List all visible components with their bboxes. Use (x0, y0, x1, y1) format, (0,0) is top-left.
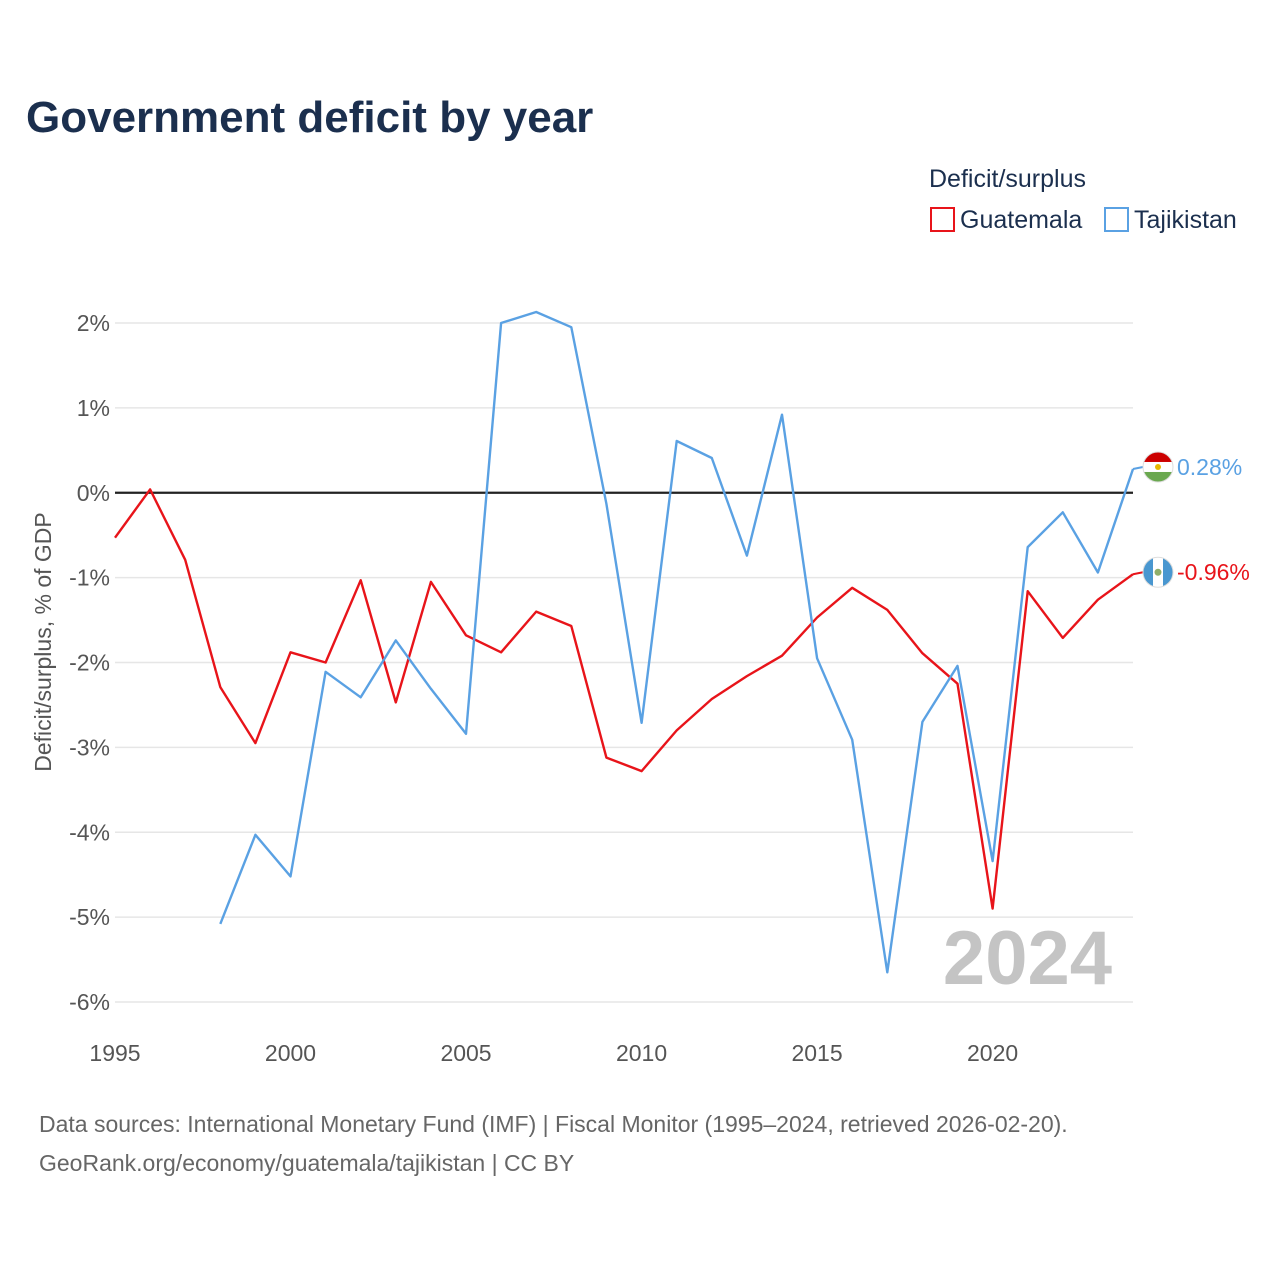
tajikistan-flag (1142, 451, 1174, 483)
y-tick-label: -1% (69, 565, 110, 591)
x-tick-label: 2005 (440, 1040, 491, 1066)
y-tick-label: 1% (77, 395, 110, 421)
y-tick-label: -6% (69, 989, 110, 1015)
guatemala-flag (1142, 556, 1174, 588)
x-tick-label: 2020 (967, 1040, 1018, 1066)
x-axis-ticks: 1995 2000 2005 2010 2015 2020 (89, 1040, 1018, 1066)
end-label-connector (1132, 571, 1144, 576)
legend-title: Deficit/surplus (929, 165, 1086, 193)
source-line-1: Data sources: International Monetary Fun… (39, 1111, 1068, 1137)
y-tick-label: -4% (69, 819, 110, 845)
end-label-guatemala: -0.96% (1132, 556, 1250, 588)
legend-label-guatemala: Guatemala (960, 206, 1082, 234)
y-tick-label: -5% (69, 904, 110, 930)
y-tick-label: -3% (69, 734, 110, 760)
chart-title: Government deficit by year (26, 93, 593, 142)
legend-item-tajikistan[interactable]: Tajikistan (1104, 206, 1237, 234)
end-label-tajikistan: 0.28% (1132, 451, 1242, 483)
legend: Deficit/surplus Guatemala Tajikistan (929, 165, 1237, 234)
series-line-guatemala[interactable] (114, 488, 1134, 910)
x-tick-label: 2010 (616, 1040, 667, 1066)
legend-item-guatemala[interactable]: Guatemala (930, 206, 1082, 234)
y-tick-label: 2% (77, 310, 110, 336)
y-tick-label: -2% (69, 650, 110, 676)
x-tick-label: 2000 (265, 1040, 316, 1066)
series-lines (114, 310, 1135, 974)
end-value-guatemala: -0.96% (1177, 559, 1250, 585)
legend-swatch-guatemala (930, 207, 955, 232)
x-tick-label: 1995 (89, 1040, 140, 1066)
y-axis-label: Deficit/surplus, % of GDP (30, 512, 56, 771)
y-tick-label: 0% (77, 480, 110, 506)
end-value-tajikistan: 0.28% (1177, 454, 1242, 480)
y-axis-ticks: 2% 1% 0% -1% -2% -3% -4% -5% -6% (69, 310, 110, 1015)
end-label-connector (1132, 466, 1144, 470)
end-labels: -0.96% 0.28% (1132, 451, 1250, 588)
legend-label-tajikistan: Tajikistan (1134, 206, 1237, 234)
x-tick-label: 2015 (791, 1040, 842, 1066)
series-line-tajikistan[interactable] (219, 310, 1135, 974)
year-watermark: 2024 (943, 916, 1112, 1001)
legend-swatch-tajikistan (1104, 207, 1129, 232)
gridlines (115, 322, 1133, 1003)
source-line-2[interactable]: GeoRank.org/economy/guatemala/tajikistan… (39, 1150, 574, 1176)
